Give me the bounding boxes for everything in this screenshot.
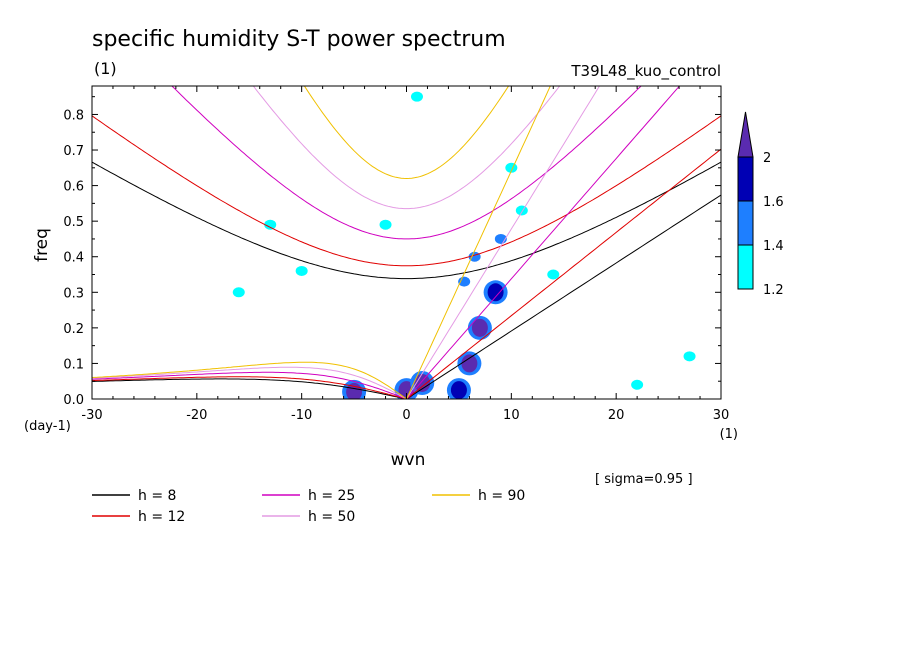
units-label: (1) [94,59,117,78]
x-unit-label: (1) [720,427,738,442]
colorbar-segment [737,200,754,246]
rossby-curve [92,366,407,399]
colorbar: 2 1.6 1.4 1.2 [737,111,784,298]
gravity-curve [92,115,721,267]
x-tick-label: 0 [402,408,410,423]
power-shading [232,91,696,399]
y-tick-label: 0.8 [63,108,84,123]
gravity-curve [171,86,642,240]
shade-region [232,287,245,298]
sigma-note: [ sigma=0.95 ] [595,472,693,487]
y-axis: 0.0 0.1 0.2 0.3 0.4 0.5 0.6 0.7 0.8 [63,96,721,408]
y-tick-label: 0.7 [63,144,84,159]
plot-frame [91,85,722,400]
x-tick-label: -10 [291,408,312,423]
legend-label: h = 90 [478,488,525,504]
x-tick-label: -20 [186,408,207,423]
rossby-curve [92,361,407,399]
colorbar-label: 1.2 [763,283,784,298]
legend-label: h = 12 [138,509,185,525]
kelvin-curve [406,194,721,399]
legend-label: h = 50 [308,509,355,525]
colorbar-label: 1.4 [763,239,784,254]
y-tick-label: 0.4 [63,251,84,266]
y-tick-label: 0.2 [63,322,84,337]
shade-region [471,318,488,337]
gravity-curve [92,161,721,280]
gravity-curve [252,86,561,210]
colorbar-segment [737,156,754,202]
shade-region [379,219,392,230]
x-tick-label: 10 [503,408,520,423]
y-unit-label: (day-1) [24,419,71,434]
y-tick-label: 0.6 [63,180,84,195]
colorbar-label: 2 [763,151,771,166]
y-tick-label: 0.3 [63,286,84,301]
legend-label: h = 25 [308,488,355,504]
colorbar-label: 1.6 [763,195,784,210]
shade-region [264,219,277,230]
x-tick-label: 30 [713,408,730,423]
kelvin-curve [406,86,551,399]
dispersion-curves [92,86,721,399]
shade-region [547,269,560,280]
run-name: T39L48_kuo_control [570,62,721,81]
kelvin-curve [406,148,721,399]
legend-label: h = 8 [138,488,176,504]
rossby-curve [92,378,407,399]
shade-region [410,91,423,102]
y-tick-label: 0.0 [63,393,84,408]
shade-region [487,283,504,302]
shade-region [683,351,696,362]
kelvin-curve [406,86,601,399]
x-tick-label: -30 [81,408,102,423]
shade-region [295,265,308,276]
colorbar-segment [737,244,754,290]
y-tick-label: 0.5 [63,215,84,230]
y-tick-label: 0.1 [63,357,84,372]
shade-region [515,205,528,216]
x-tick-label: 20 [608,408,625,423]
x-axis: -30 -20 -10 0 10 20 30 [81,86,729,423]
chart-title: specific humidity S-T power spectrum [92,27,506,52]
y-axis-label: freq [32,228,52,262]
colorbar-arrow [737,111,754,158]
gravity-curve [303,86,510,180]
shade-region [461,354,478,373]
shade-region [450,381,467,399]
shade-region [631,379,644,390]
legend: h = 8 h = 12 h = 25 h = 50 h = 90 [92,488,525,525]
rossby-curve [92,371,407,399]
kelvin-curve [406,86,681,399]
x-axis-label: wvn [391,450,426,470]
rossby-curve [92,376,407,399]
shade-region [414,373,431,392]
